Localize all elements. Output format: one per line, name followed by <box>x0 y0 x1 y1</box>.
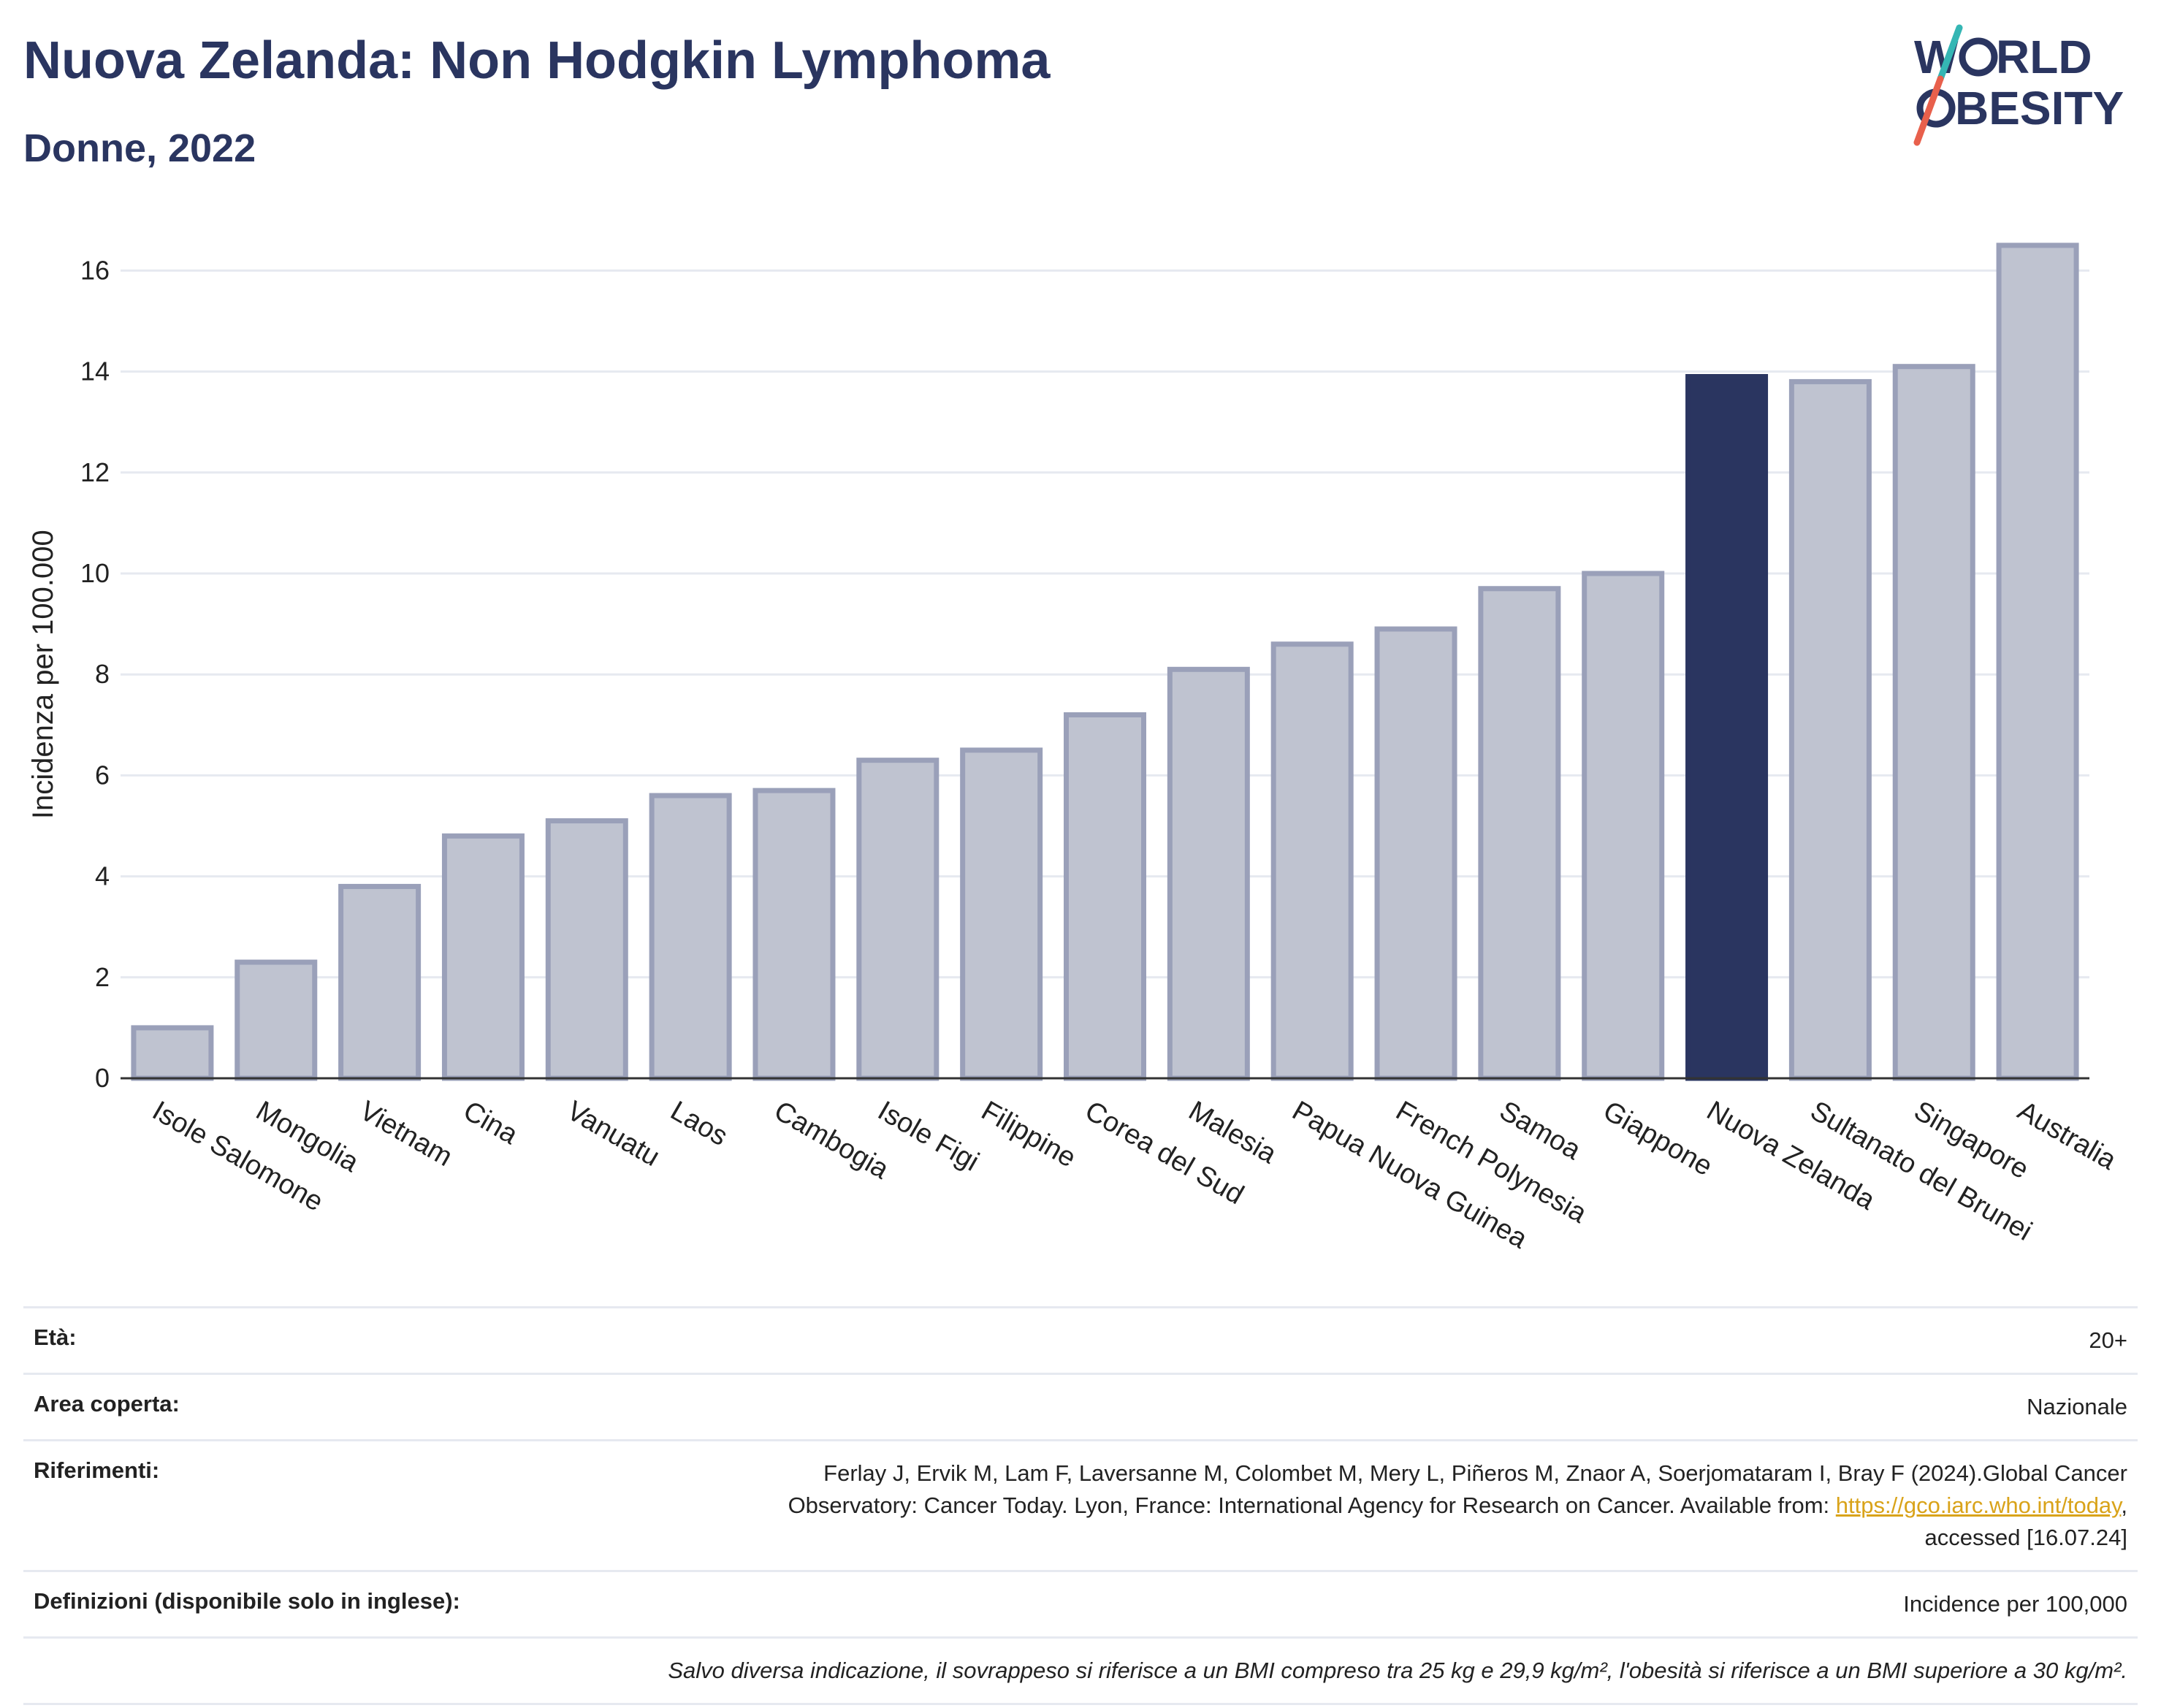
page-subtitle: Donne, 2022 <box>23 126 256 170</box>
x-tick-label: Cina <box>458 1095 523 1151</box>
y-tick-label: 14 <box>80 357 110 386</box>
bar <box>752 788 836 1081</box>
logo-line1-rest: RLD <box>1996 31 2092 83</box>
logo-line2-rest: BESITY <box>1955 82 2124 134</box>
x-tick-label: Cambogia <box>769 1095 894 1185</box>
x-tick-label: Isole Salomone <box>147 1095 328 1217</box>
bar <box>235 959 318 1081</box>
info-table: Età: 20+ Area coperta: Nazionale Riferim… <box>23 1306 2138 1705</box>
area-label: Area coperta: <box>23 1373 701 1441</box>
age-label: Età: <box>23 1306 701 1374</box>
info-row-note: Salvo diversa indicazione, il sovrappeso… <box>23 1636 2138 1705</box>
references-label: Riferimenti: <box>23 1439 701 1571</box>
logo-slash-red <box>1913 75 1944 146</box>
area-value: Nazionale <box>701 1373 2138 1441</box>
logo-o-ring <box>1959 37 1998 77</box>
info-row-age: Età: 20+ <box>23 1306 2138 1374</box>
bar <box>1064 712 1146 1081</box>
bar-chart: 0 2 4 6 8 10 12 14 16 Incidenza per 100.000 Isole … <box>27 243 2122 1255</box>
bar <box>960 747 1043 1081</box>
bar <box>1167 666 1250 1081</box>
y-tick-label: 16 <box>80 255 110 285</box>
references-link[interactable]: https://gco.iarc.who.int/today <box>1835 1492 2122 1518</box>
bar <box>1685 374 1769 1081</box>
x-tick-label: Vanuatu <box>562 1095 665 1173</box>
definitions-value: Incidence per 100,000 <box>701 1570 2138 1638</box>
x-tick-label: Laos <box>666 1095 733 1152</box>
bar <box>338 883 422 1081</box>
y-tick-label: 4 <box>95 861 110 891</box>
y-tick-label: 12 <box>80 457 110 487</box>
references-text: Ferlay J, Ervik M, Lam F, Laversanne M, … <box>788 1460 2127 1518</box>
bar <box>441 833 525 1081</box>
bar <box>1996 243 2079 1081</box>
y-tick-label: 10 <box>80 558 110 588</box>
info-row-definitions: Definizioni (disponibile solo in inglese… <box>23 1570 2138 1638</box>
bar <box>1892 364 1975 1081</box>
world-obesity-logo: W RLD BESITY <box>1913 24 2124 146</box>
info-row-area: Area coperta: Nazionale <box>23 1373 2138 1441</box>
x-tick-label: Nuova Zelanda <box>1701 1095 1880 1216</box>
y-tick-label: 2 <box>95 962 110 992</box>
bar <box>1478 586 1561 1081</box>
bmi-note: Salvo diversa indicazione, il sovrappeso… <box>23 1636 2138 1705</box>
bar <box>1270 641 1354 1081</box>
references-accessed: , accessed [16.07.24] <box>1924 1492 2127 1550</box>
bar <box>649 793 732 1081</box>
info-row-references: Riferimenti: Ferlay J, Ervik M, Lam F, L… <box>23 1439 2138 1571</box>
bar <box>545 818 628 1081</box>
x-tick-label: Vietnam <box>354 1095 457 1173</box>
references-value: Ferlay J, Ervik M, Lam F, Laversanne M, … <box>701 1439 2138 1571</box>
x-tick-label: Giappone <box>1598 1095 1718 1182</box>
age-value: 20+ <box>701 1306 2138 1374</box>
bar <box>1788 378 1872 1081</box>
logo-slash-teal <box>1937 24 1963 83</box>
bar <box>856 758 940 1081</box>
definitions-label: Definizioni (disponibile solo in inglese… <box>23 1570 701 1638</box>
y-tick-label: 0 <box>95 1063 110 1093</box>
bar <box>1582 571 1665 1081</box>
y-tick-label: 6 <box>95 760 110 790</box>
bar <box>131 1025 214 1081</box>
y-tick-label: 8 <box>95 659 110 689</box>
y-axis-label: Incidenza per 100.000 <box>27 530 59 819</box>
page-title: Nuova Zelanda: Non Hodgkin Lymphoma <box>23 31 1051 90</box>
bar <box>1374 626 1457 1081</box>
x-tick-label: Filippine <box>976 1095 1081 1173</box>
